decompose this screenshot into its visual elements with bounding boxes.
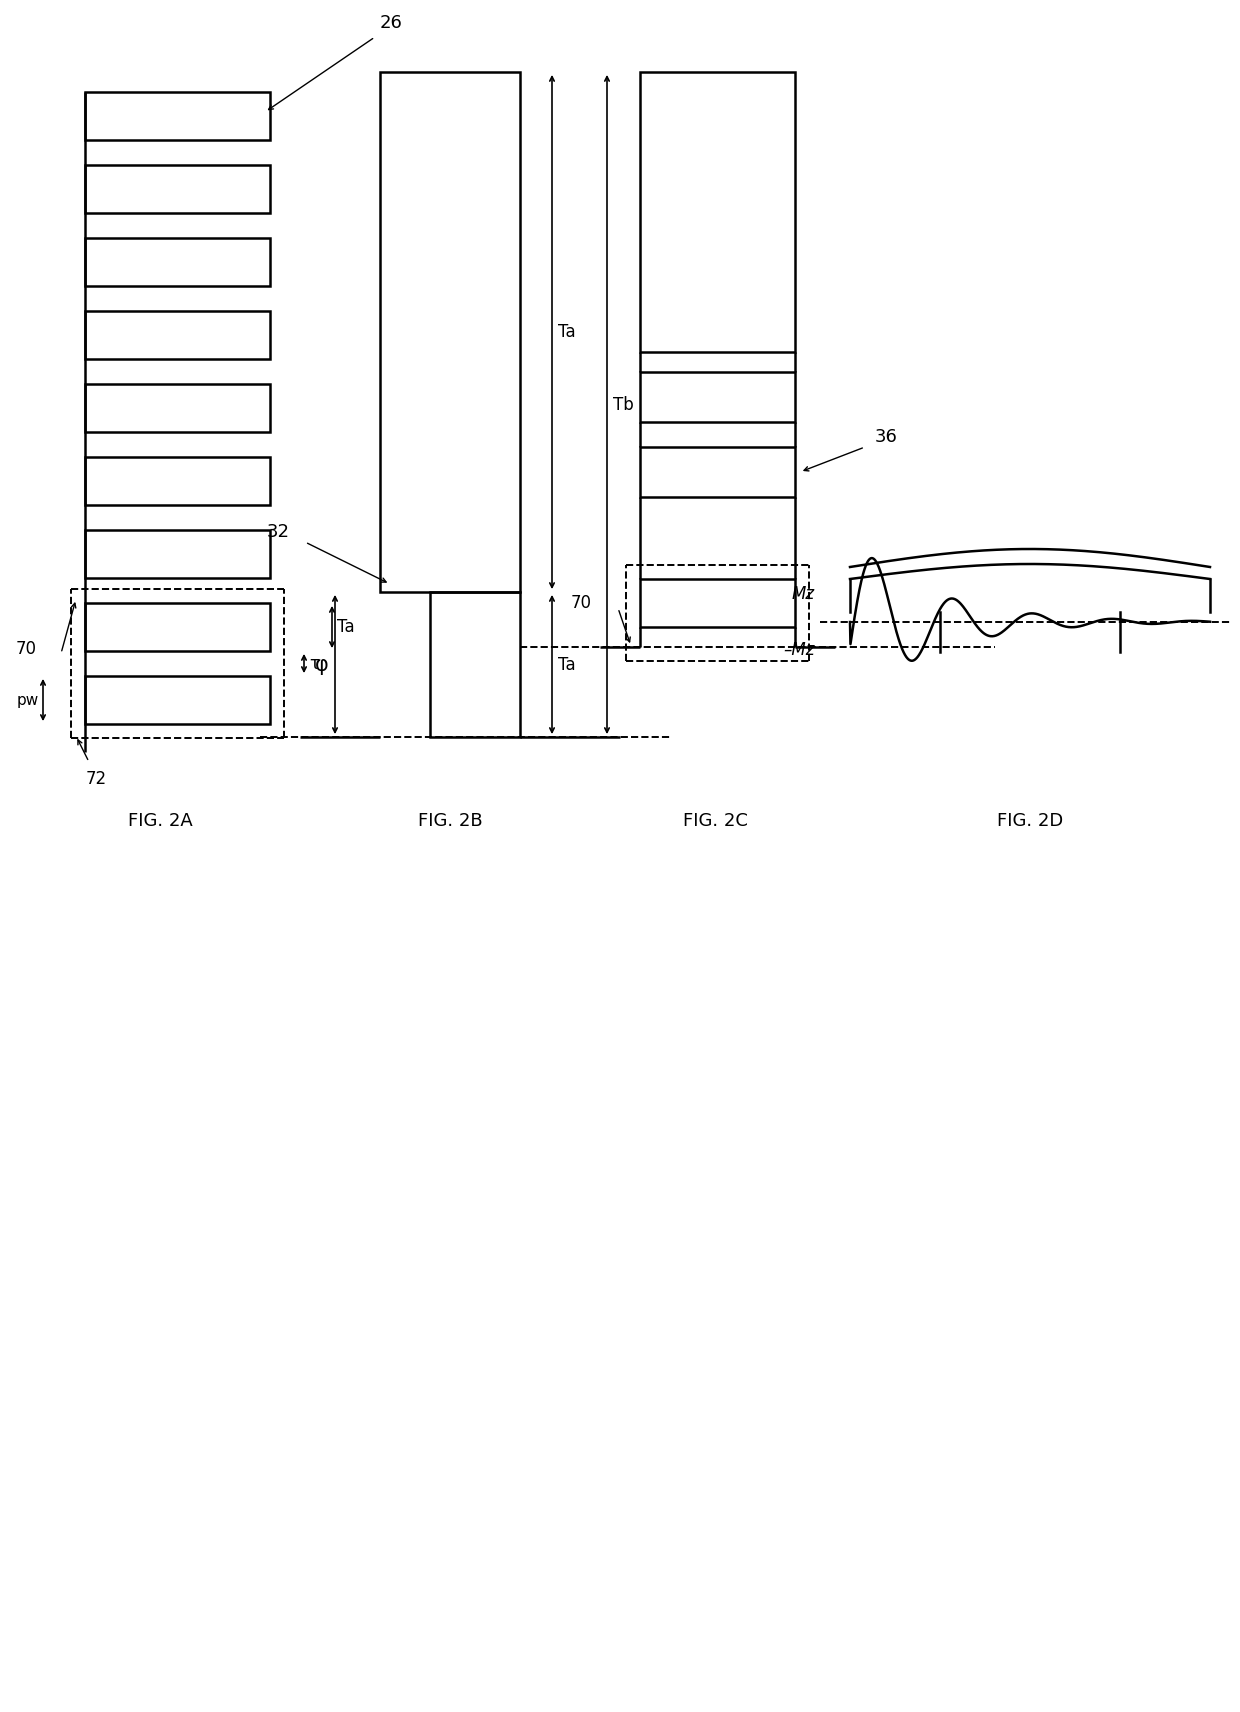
Text: 32: 32 (267, 522, 290, 541)
Text: FIG. 2A: FIG. 2A (128, 811, 192, 830)
Text: pw: pw (17, 692, 38, 707)
Text: 70: 70 (570, 594, 591, 611)
Text: 72: 72 (86, 770, 107, 788)
Bar (379, 72, 520, 592)
Text: Tb: Tb (613, 395, 634, 414)
Text: FIG. 2D: FIG. 2D (997, 811, 1063, 830)
Text: 70: 70 (16, 640, 37, 657)
Text: –Mz: –Mz (784, 640, 815, 659)
Text: φ: φ (315, 654, 329, 675)
Bar (86, 238, 270, 286)
Bar (86, 164, 270, 212)
Text: 26: 26 (379, 14, 403, 33)
Text: Ta: Ta (558, 656, 575, 673)
Bar (640, 372, 795, 421)
Text: FIG. 2B: FIG. 2B (418, 811, 482, 830)
Text: FIG. 2C: FIG. 2C (682, 811, 748, 830)
Bar (86, 92, 270, 140)
Text: τ: τ (309, 654, 319, 673)
Bar (86, 383, 270, 431)
Bar (640, 72, 795, 353)
Bar (86, 603, 270, 651)
Bar (86, 312, 270, 360)
Text: Ta: Ta (558, 324, 575, 341)
Text: Ta: Ta (337, 618, 355, 635)
Bar (430, 592, 520, 736)
Bar (640, 447, 795, 496)
Bar (86, 531, 270, 579)
Text: Mz: Mz (792, 586, 815, 603)
Bar (640, 579, 795, 627)
Text: 36: 36 (875, 428, 898, 447)
Bar (86, 676, 270, 724)
Bar (86, 457, 270, 505)
